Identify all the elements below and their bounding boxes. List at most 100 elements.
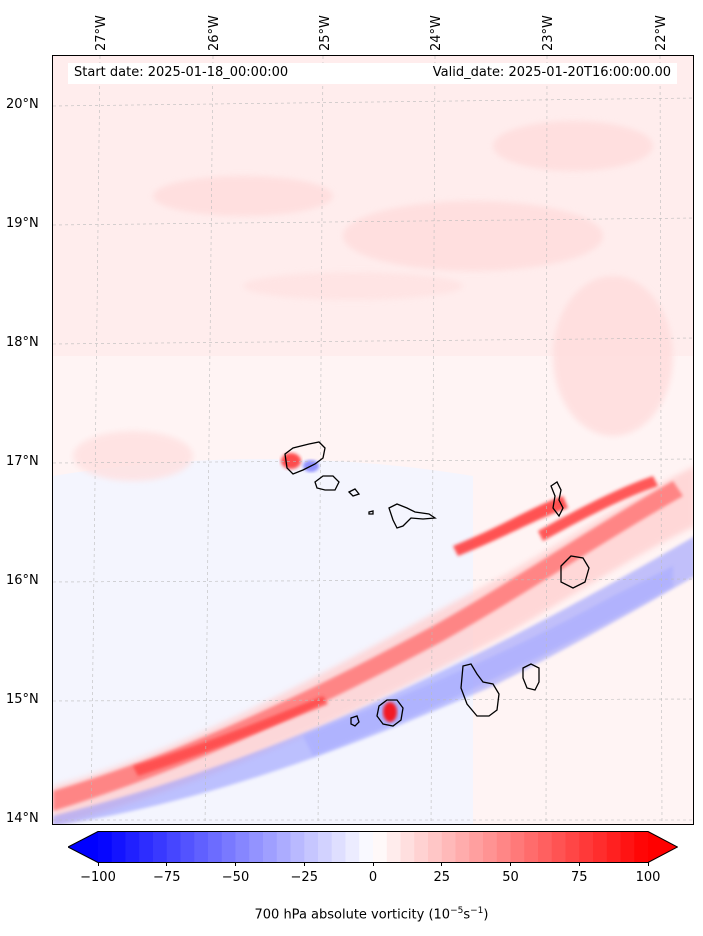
colorbar-tickmark [97,862,99,866]
colorbar-segment [606,831,621,863]
colorbar-segment [565,831,580,863]
island-sao-vicente [314,475,340,491]
band-red-core-2 [453,496,568,556]
colorbar-tick-label: −100 [80,870,116,885]
band-red [53,481,683,811]
colorbar-segment [139,831,154,863]
lon-label-23w: 23°W [541,15,556,51]
colorbar-segment [249,831,264,863]
wake-red-fogo [383,702,397,722]
lon-label-25w: 25°W [318,15,333,51]
island-boa-vista [560,555,590,589]
colorbar-segment [400,831,415,863]
colorbar-segment [386,831,401,863]
colorbar-tickmark [166,862,168,866]
colorbar-segment [345,831,360,863]
colorbar-tickmark [647,862,649,866]
colorbar-segment [538,831,553,863]
colorbar-tick-label: −75 [153,870,181,885]
wake-red-santo-antao [281,453,301,469]
valid-date-label: Valid_date: 2025-01-20T16:00:00.00 [432,65,671,80]
colorbar [68,831,678,863]
colorbar-segment [441,831,456,863]
lat-label-18n: 18°N [6,335,39,350]
lon-label-27w: 27°W [94,15,109,51]
colorbar-tick-label: −50 [221,870,250,885]
colorbar-segment [551,831,566,863]
colorbar-segment [235,831,250,863]
colorbar-tickmark [303,862,305,866]
colorbar-tick-label: 75 [570,870,588,885]
colorbar-segment [194,831,209,863]
islands [284,441,590,727]
colorbar-segment [276,831,291,863]
colorbar-segment [524,831,539,863]
island-sao-nicolau [388,503,437,529]
lat-label-15n: 15°N [6,692,39,707]
colorbar-segment [221,831,236,863]
colorbar-segment [620,831,635,863]
colorbar-tick-label: 50 [502,870,519,885]
island-santa-luzia [347,488,361,497]
colorbar-segment [153,831,168,863]
lat-label-19n: 19°N [6,216,39,231]
pink-patches [73,121,673,481]
info-bar: Start date: 2025-01-18_00:00:00 Valid_da… [68,63,677,84]
colorbar-segment [208,831,223,863]
map-frame [52,55,694,825]
island-brava [350,715,360,727]
colorbar-tickmark [578,862,580,866]
band-red-core-3 [538,476,658,541]
island-fogo [376,699,404,727]
colorbar-segment [593,831,608,863]
colorbar-segment [180,831,195,863]
colorbar-segment [290,831,305,863]
colorbar-tickmark [372,862,374,866]
colorbar-segment [496,831,511,863]
island-razo [368,510,374,515]
colorbar-segment [331,831,346,863]
colorbar-tickmark [510,862,511,866]
colorbar-segment [111,831,126,863]
vorticity-field [53,56,693,824]
start-date-label: Start date: 2025-01-18_00:00:00 [74,65,289,80]
colorbar-extend-min [68,831,98,863]
island-maio [522,663,540,691]
colorbar-segment [304,831,319,863]
colorbar-segment [359,831,374,863]
colorbar-segment [263,831,278,863]
island-santo-antao [284,441,326,475]
island-santiago [460,663,500,717]
lat-label-17n: 17°N [6,454,39,469]
lon-label-22w: 22°W [654,15,669,51]
colorbar-extend-max [648,831,678,863]
gridlines [53,56,693,824]
band-red-core [133,696,328,776]
colorbar-segment [428,831,443,863]
colorbar-tickmark [441,862,443,866]
colorbar-tick-label: 25 [433,870,451,885]
colorbar-segment [373,831,388,863]
colorbar-segment [469,831,484,863]
lon-label-24w: 24°W [429,15,444,51]
colorbar-segment [414,831,429,863]
colorbar-tick-label: 100 [635,870,661,885]
colorbar-segment [483,831,498,863]
colorbar-tick-label: −25 [290,870,318,885]
colorbar-segment [455,831,470,863]
lat-label-14n: 14°N [6,811,39,826]
lon-label-26w: 26°W [207,15,222,51]
colorbar-tickmark [235,862,236,866]
colorbar-segment [579,831,594,863]
colorbar-segment [318,831,333,863]
island-sal [550,481,564,518]
lat-label-16n: 16°N [6,573,39,588]
colorbar-segment [125,831,140,863]
colorbar-segment [510,831,525,863]
colorbar-segment [166,831,181,863]
colorbar-label: 700 hPa absolute vorticity (10−5s−1) [254,906,489,923]
colorbar-segment [634,831,649,863]
colorbar-tick-label: 0 [368,870,378,885]
lat-label-20n: 20°N [6,97,39,112]
colorbar-segment [98,831,113,863]
